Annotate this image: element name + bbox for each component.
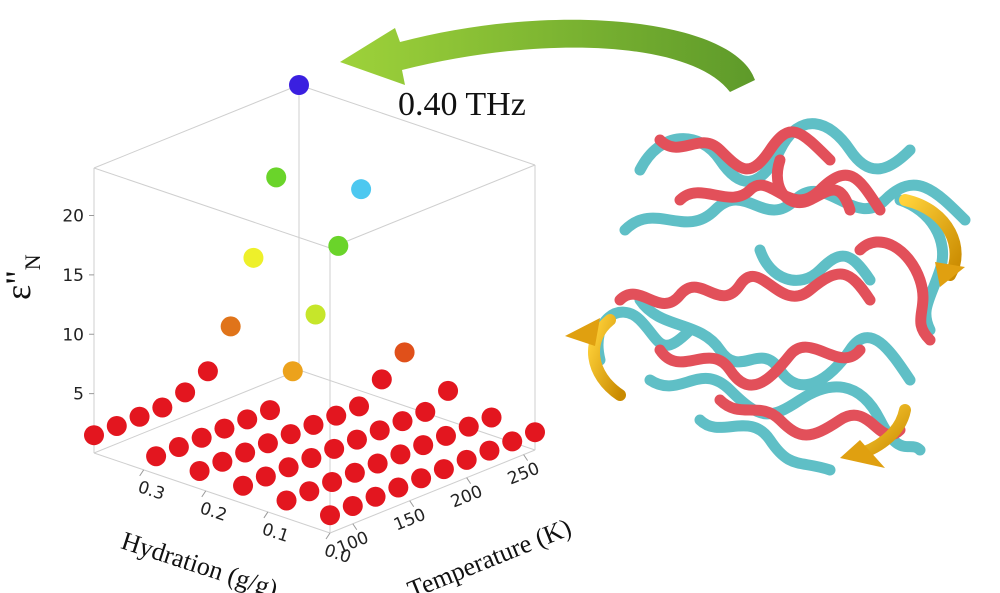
box-edge bbox=[93, 452, 331, 534]
data-point bbox=[365, 486, 386, 507]
data-point bbox=[458, 416, 479, 437]
data-point bbox=[266, 167, 287, 188]
data-point bbox=[390, 444, 411, 465]
data-point bbox=[502, 431, 523, 452]
data-point bbox=[189, 460, 210, 481]
y-tick bbox=[325, 532, 331, 540]
data-point bbox=[303, 414, 324, 435]
box-edge bbox=[93, 167, 331, 249]
data-point bbox=[435, 425, 456, 446]
y-tick-label: 0.2 bbox=[197, 498, 229, 525]
data-point bbox=[276, 490, 297, 511]
x-axis-label: Temperature (K) bbox=[403, 513, 575, 593]
protein-illustration bbox=[565, 118, 971, 476]
data-point bbox=[233, 475, 254, 496]
data-point bbox=[175, 382, 196, 403]
x-tick-label: 200 bbox=[448, 482, 486, 513]
box-edge bbox=[329, 449, 536, 534]
data-point bbox=[212, 451, 233, 472]
data-point bbox=[481, 407, 502, 428]
data-point bbox=[479, 440, 500, 461]
data-point bbox=[168, 437, 189, 458]
data-point bbox=[299, 481, 320, 502]
data-point bbox=[106, 415, 127, 436]
data-point bbox=[415, 401, 436, 422]
data-point bbox=[324, 438, 345, 459]
data-point bbox=[344, 462, 365, 483]
data-point bbox=[371, 369, 392, 390]
z-label-sub: N bbox=[20, 254, 45, 270]
data-point bbox=[255, 466, 276, 487]
z-tick-label: 10 bbox=[62, 325, 84, 345]
data-point bbox=[152, 397, 173, 418]
z-tick-label: 20 bbox=[62, 207, 84, 227]
z-tick-label: 15 bbox=[62, 266, 84, 286]
data-point bbox=[342, 495, 363, 516]
data-point bbox=[129, 406, 150, 427]
z-label-main: ε" bbox=[0, 270, 38, 300]
data-point bbox=[146, 446, 167, 467]
data-point bbox=[305, 304, 326, 325]
data-point bbox=[259, 400, 280, 421]
y-axis-label: Hydration (g/g) bbox=[118, 526, 281, 593]
data-point bbox=[351, 179, 372, 200]
data-point bbox=[214, 418, 235, 439]
x-tick bbox=[523, 454, 529, 461]
x-tick-label: 250 bbox=[505, 459, 543, 490]
x-tick-label: 150 bbox=[391, 505, 429, 536]
data-point bbox=[220, 316, 241, 337]
y-tick bbox=[263, 511, 269, 519]
data-point bbox=[301, 448, 322, 469]
data-point bbox=[289, 75, 309, 95]
data-point bbox=[197, 361, 218, 382]
data-point bbox=[257, 433, 278, 454]
y-tick bbox=[201, 490, 207, 498]
data-point bbox=[280, 424, 301, 445]
data-point bbox=[367, 453, 388, 474]
box-edge bbox=[298, 84, 536, 166]
data-point bbox=[237, 409, 258, 430]
data-point bbox=[392, 411, 413, 432]
data-point bbox=[438, 380, 459, 401]
data-point bbox=[243, 247, 264, 268]
annotation: 0.40 THz bbox=[398, 86, 526, 123]
box-edge bbox=[93, 369, 300, 454]
x-tick bbox=[466, 477, 472, 484]
data-point bbox=[411, 468, 432, 489]
data-point bbox=[84, 425, 104, 446]
x-tick bbox=[352, 523, 358, 531]
y-tick-label: 0.1 bbox=[259, 520, 291, 547]
data-point bbox=[394, 342, 415, 363]
data-point bbox=[191, 427, 212, 448]
data-point bbox=[320, 505, 340, 526]
data-point bbox=[349, 396, 370, 417]
data-point bbox=[235, 442, 256, 463]
data-point bbox=[456, 449, 477, 470]
z-axis-label: ε"N bbox=[0, 254, 45, 300]
curved-arrow bbox=[340, 19, 755, 92]
data-point bbox=[282, 361, 303, 382]
data-point bbox=[413, 435, 434, 456]
x-tick bbox=[409, 500, 415, 507]
data-point bbox=[328, 235, 349, 256]
data-point bbox=[346, 429, 367, 450]
data-point bbox=[388, 477, 409, 498]
box-edge bbox=[93, 84, 300, 169]
data-point bbox=[278, 457, 299, 478]
data-point bbox=[433, 459, 454, 480]
data-point bbox=[326, 405, 347, 426]
data-point bbox=[322, 472, 343, 493]
y-tick-label: 0.3 bbox=[135, 477, 167, 504]
y-tick bbox=[139, 469, 145, 477]
box-edge bbox=[329, 164, 536, 249]
data-point bbox=[369, 420, 390, 441]
data-point bbox=[525, 422, 545, 443]
z-tick-label: 5 bbox=[73, 385, 84, 405]
